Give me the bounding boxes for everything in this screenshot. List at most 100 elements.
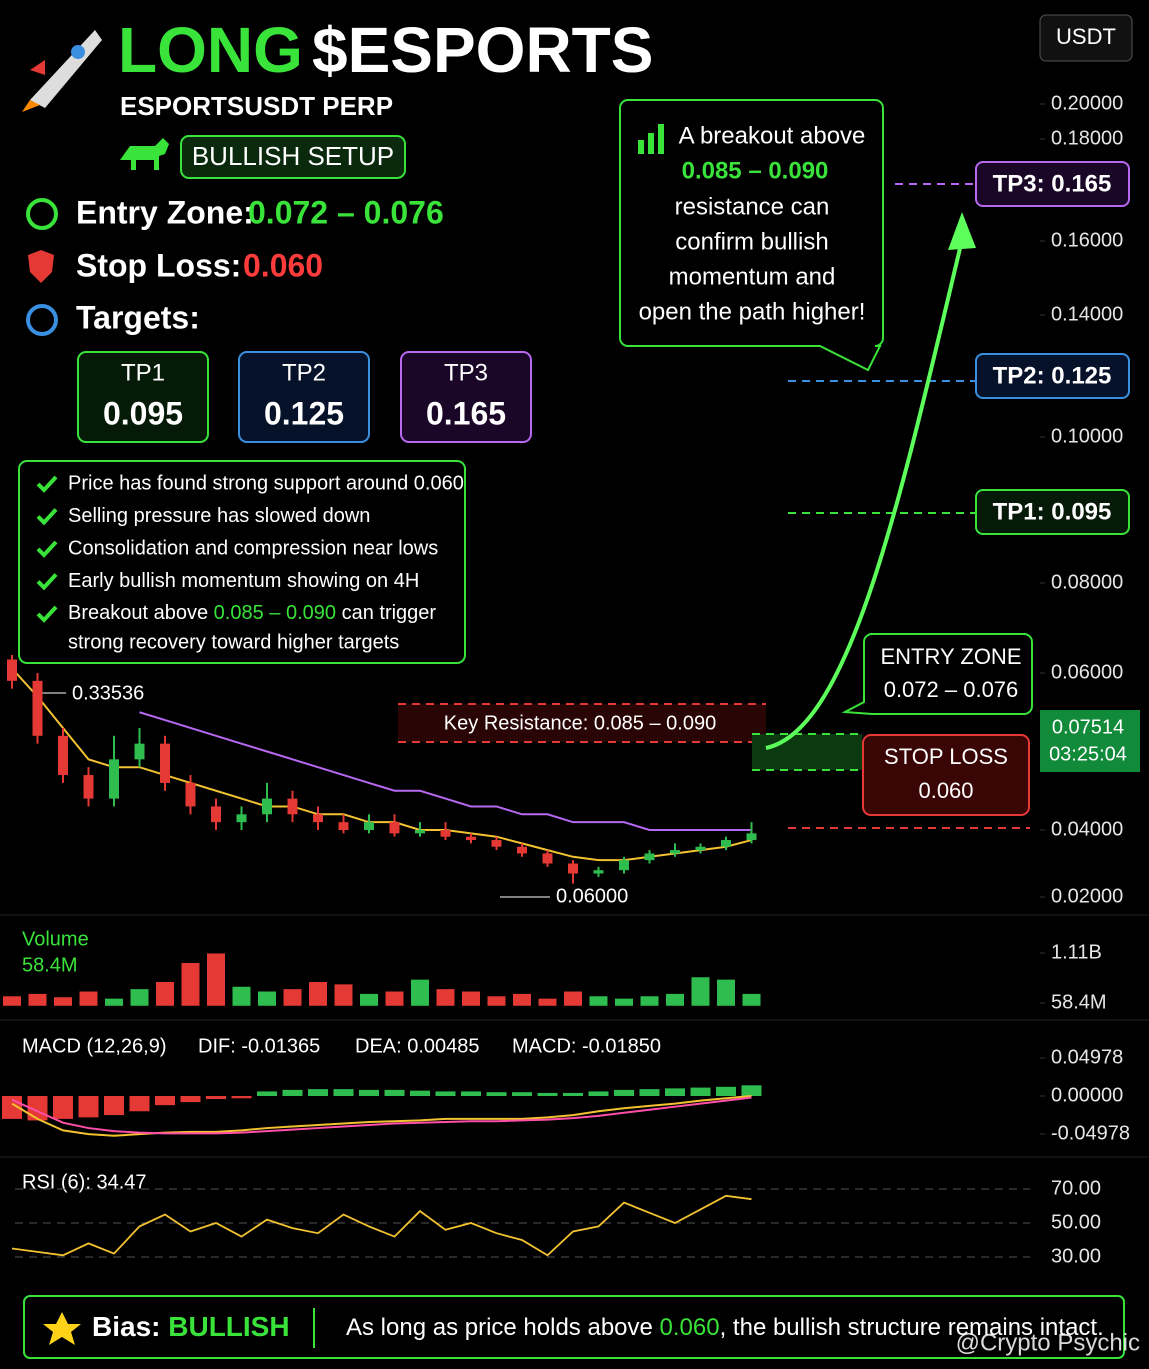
y-tick-label: 0.18000 xyxy=(1051,127,1123,149)
dif-line xyxy=(11,1095,752,1137)
tp-value: 0.125 xyxy=(264,395,344,431)
candle-body xyxy=(262,798,272,815)
macd-bar xyxy=(537,1092,558,1096)
volume-bar xyxy=(79,991,98,1006)
checklist-box xyxy=(18,460,466,664)
macd-bar xyxy=(639,1089,660,1096)
y-tick-label: 50.00 xyxy=(1051,1211,1101,1233)
y-tick-label: 0.14000 xyxy=(1051,303,1123,325)
volume-bar xyxy=(385,991,404,1006)
entry-range: 0.072 – 0.076 xyxy=(884,677,1019,702)
candle-body xyxy=(287,798,298,815)
y-tick-label: 0.16000 xyxy=(1051,229,1123,251)
candle-body xyxy=(83,775,94,799)
macd-bar xyxy=(231,1096,252,1099)
candle-body xyxy=(313,814,323,823)
resistance-label: Key Resistance: 0.085 – 0.090 xyxy=(444,712,716,734)
price-tag xyxy=(1040,710,1140,772)
entry-title: ENTRY ZONE xyxy=(881,644,1022,669)
volume-bar xyxy=(232,986,251,1006)
macd-bar xyxy=(333,1089,354,1096)
candle-body xyxy=(338,822,349,830)
rocket-icon xyxy=(22,30,102,112)
pair: ESPORTSUSDT PERP xyxy=(120,91,393,121)
y-tick-label: 0.04978 xyxy=(1051,1046,1123,1068)
candle-body xyxy=(695,846,706,851)
volume-bar xyxy=(258,991,276,1006)
macd-bar xyxy=(461,1091,481,1096)
candle-body xyxy=(466,836,476,841)
macd-bar xyxy=(486,1092,507,1096)
macd-bar xyxy=(716,1086,736,1096)
volume-bar xyxy=(717,979,735,1006)
candle-body xyxy=(109,759,119,799)
candle-body xyxy=(389,822,400,834)
volume-bar xyxy=(334,984,353,1006)
tp-name: TP3 xyxy=(444,359,488,386)
check-item: Price has found strong support around 0.… xyxy=(68,472,464,494)
candle-body xyxy=(7,659,17,681)
volume-bar xyxy=(130,989,149,1006)
volume-bar xyxy=(28,993,47,1006)
tp-value: 0.095 xyxy=(103,395,183,431)
y-tick-label: 1.11B xyxy=(1051,941,1102,963)
y-tick-label: 0.02000 xyxy=(1051,885,1123,907)
currency-badge xyxy=(1039,14,1133,62)
volume-bar xyxy=(564,991,582,1006)
tp-name: TP2 xyxy=(282,359,326,386)
volume-bar xyxy=(105,998,123,1006)
candle-body xyxy=(517,846,527,854)
macd-bar xyxy=(180,1096,201,1103)
y-tick-label: 70.00 xyxy=(1051,1177,1101,1199)
check-icon xyxy=(36,605,58,623)
candle-body xyxy=(568,863,578,874)
star-icon xyxy=(43,1312,81,1345)
targets-label: Targets: xyxy=(76,299,200,335)
candle-body xyxy=(440,830,451,837)
macd-bar xyxy=(359,1089,379,1096)
volume-current: 58.4M xyxy=(22,954,78,976)
macd-bar xyxy=(665,1088,685,1096)
macd-bar xyxy=(308,1089,328,1096)
candle-body xyxy=(593,870,604,874)
stop-value: 0.060 xyxy=(243,247,323,283)
countdown: 03:25:04 xyxy=(1049,743,1127,765)
volume-bar xyxy=(487,996,506,1006)
y-tick-label: 0.06000 xyxy=(1051,661,1123,683)
macd-bar xyxy=(78,1096,99,1118)
check-item: Breakout above 0.085 – 0.090 can trigger xyxy=(68,602,436,624)
bull-icon xyxy=(120,138,169,170)
callout-line: confirm bullish xyxy=(675,228,828,255)
bias-box xyxy=(23,1295,1125,1359)
check-item: Selling pressure has slowed down xyxy=(68,505,370,527)
stop-title: STOP LOSS xyxy=(884,744,1008,769)
candle-body xyxy=(32,680,43,736)
tp-name: TP1 xyxy=(121,359,165,386)
macd-bar xyxy=(129,1096,150,1112)
volume-bar xyxy=(283,989,302,1006)
candle-body xyxy=(542,853,553,864)
volume-bar xyxy=(691,977,710,1006)
check-item: Early bullish momentum showing on 4H xyxy=(68,570,419,592)
candle-body xyxy=(746,833,757,841)
volume-bar xyxy=(207,953,225,1006)
tp3-box xyxy=(975,161,1130,207)
volume-bar xyxy=(156,982,174,1006)
breakout-arrow xyxy=(765,239,964,750)
setup: BULLISH SETUP xyxy=(192,141,394,171)
stop-value: 0.060 xyxy=(918,778,973,803)
tp-value: 0.165 xyxy=(426,395,506,431)
bias-title: Bias: BULLISH xyxy=(92,1311,290,1342)
macd-bar xyxy=(563,1092,583,1096)
volume-title: Volume xyxy=(22,928,89,950)
rsi-title: RSI (6): 34.47 xyxy=(22,1171,147,1193)
target-cards: TP1 0.095 TP2 0.125 TP3 0.165 xyxy=(77,351,532,443)
moving-average xyxy=(139,711,752,831)
y-tick-label: 30.00 xyxy=(1051,1245,1101,1267)
resistance-band xyxy=(398,704,766,742)
stop-icon xyxy=(28,250,54,283)
candle-body xyxy=(58,735,68,776)
candle-body xyxy=(364,822,374,830)
callout-line: resistance can xyxy=(675,193,830,220)
macd-bar xyxy=(282,1089,303,1096)
